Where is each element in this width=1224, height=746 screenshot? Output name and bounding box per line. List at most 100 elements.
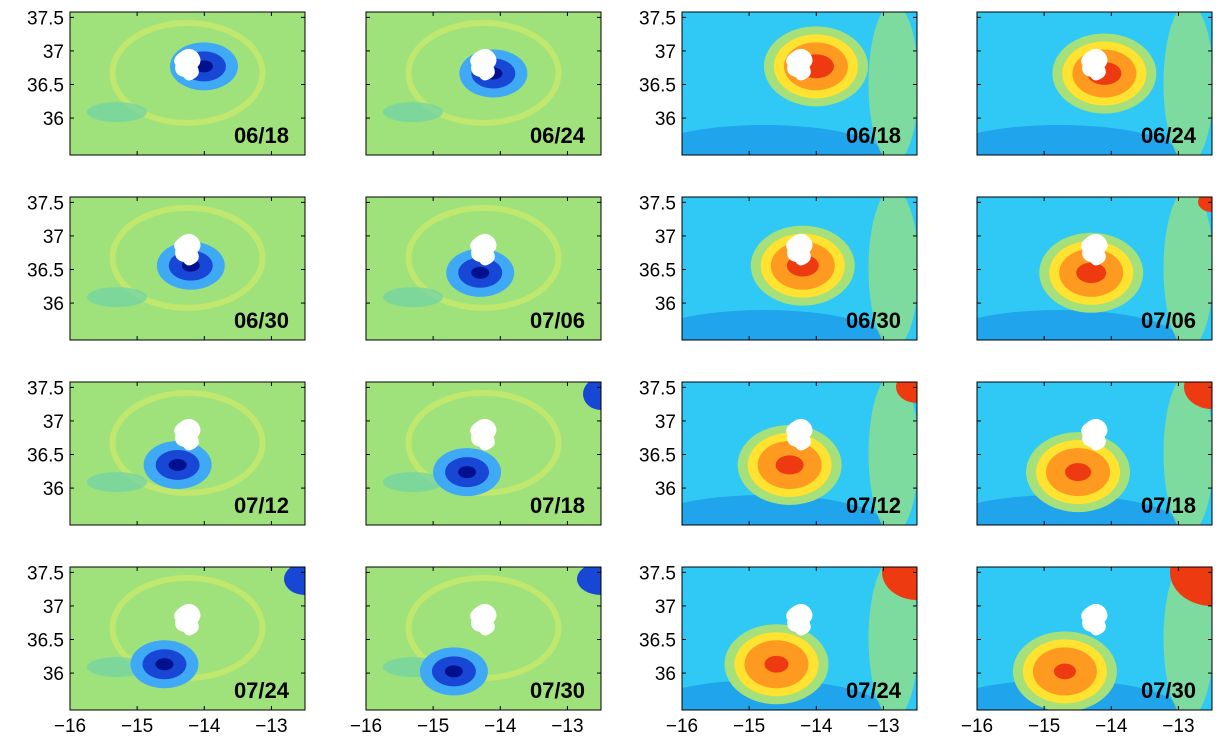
panel: 36 36.5 37 37.5 06/30 xyxy=(639,189,918,371)
panel: 06/24 xyxy=(366,12,601,155)
eddy-core xyxy=(776,455,804,474)
field xyxy=(366,563,625,710)
y-tick-label: 37.5 xyxy=(639,193,676,214)
date-label: 06/24 xyxy=(530,123,586,148)
x-tick-label: −14 xyxy=(484,716,517,737)
date-label: 07/30 xyxy=(1141,678,1196,703)
eddy-core xyxy=(169,459,187,471)
date-label: 07/18 xyxy=(530,493,585,518)
x-tick-label: −15 xyxy=(417,716,449,737)
date-label: 07/12 xyxy=(234,493,289,518)
panel: 07/18 xyxy=(366,378,619,525)
x-tick-label: −13 xyxy=(1162,716,1194,737)
swirl xyxy=(87,287,147,307)
swirl xyxy=(383,102,443,122)
eddy-core xyxy=(155,658,173,670)
date-label: 07/06 xyxy=(1141,308,1196,333)
panel: −16 −15 −14 −13 36 36.5 37 37.5 07/24 xyxy=(639,544,952,740)
panel: 36 36.5 37 37.5 07/12 xyxy=(27,378,305,525)
y-tick-label: 37.5 xyxy=(639,378,676,399)
swirl xyxy=(87,102,147,122)
x-tick-label: −15 xyxy=(121,716,153,737)
y-tick-label: 37 xyxy=(655,412,676,433)
y-tick-label: 37.5 xyxy=(27,563,64,584)
x-tick-label: −14 xyxy=(188,716,221,737)
field xyxy=(939,365,1224,555)
x-tick-label: −15 xyxy=(1028,716,1060,737)
panel: 07/06 xyxy=(939,189,1224,371)
x-tick-label: −14 xyxy=(800,716,833,737)
y-tick-label: 36 xyxy=(43,479,64,500)
y-tick-label: 36 xyxy=(43,109,64,130)
panel: 07/18 xyxy=(939,365,1224,555)
x-tick-label: −16 xyxy=(961,716,993,737)
panel: 36 36.5 37 37.5 06/18 xyxy=(639,4,918,186)
field xyxy=(644,189,918,371)
y-tick-label: 36 xyxy=(655,294,676,315)
figure: 36 36.5 37 37.5 06/18 06/24 36 36.5 37 37.5 06/18 0… xyxy=(0,0,1224,746)
date-label: 07/18 xyxy=(1141,493,1196,518)
panel: 07/06 xyxy=(366,197,601,340)
y-tick-label: 36 xyxy=(43,294,64,315)
y-tick-label: 37.5 xyxy=(27,193,64,214)
y-tick-label: 37 xyxy=(43,412,64,433)
y-tick-label: 37.5 xyxy=(639,563,676,584)
panel: 36 36.5 37 37.5 07/12 xyxy=(639,371,938,555)
y-tick-label: 37 xyxy=(655,227,676,248)
date-label: 07/30 xyxy=(530,678,585,703)
field xyxy=(644,544,952,740)
eddy-core xyxy=(1076,263,1106,283)
y-tick-label: 37 xyxy=(655,42,676,63)
x-tick-label: −16 xyxy=(54,716,86,737)
field xyxy=(939,189,1224,371)
x-tick-label: −13 xyxy=(255,716,287,737)
x-tick-label: −13 xyxy=(867,716,899,737)
eddy-core xyxy=(1065,463,1091,481)
swirl xyxy=(87,472,147,492)
swirl xyxy=(383,287,443,307)
eddy-core xyxy=(764,656,788,673)
date-label: 07/24 xyxy=(846,678,902,703)
panel: −16 −15 −14 −13 07/30 xyxy=(939,538,1224,740)
date-label: 06/18 xyxy=(234,123,289,148)
y-tick-label: 36.5 xyxy=(27,446,64,467)
y-tick-label: 37.5 xyxy=(27,378,64,399)
date-label: 07/06 xyxy=(530,308,585,333)
y-tick-label: 36 xyxy=(655,664,676,685)
date-label: 06/24 xyxy=(1141,123,1197,148)
x-tick-label: −16 xyxy=(666,716,698,737)
date-label: 07/12 xyxy=(846,493,901,518)
field xyxy=(644,4,918,186)
x-tick-label: −14 xyxy=(1095,716,1128,737)
eddy-core xyxy=(458,466,476,478)
y-tick-label: 36.5 xyxy=(639,446,676,467)
y-tick-label: 37.5 xyxy=(27,8,64,29)
date-label: 07/24 xyxy=(234,678,290,703)
y-tick-label: 37.5 xyxy=(639,8,676,29)
y-tick-label: 36 xyxy=(655,109,676,130)
y-tick-label: 37 xyxy=(655,597,676,618)
x-tick-label: −15 xyxy=(733,716,765,737)
y-tick-label: 36.5 xyxy=(639,76,676,97)
date-label: 06/18 xyxy=(846,123,901,148)
y-tick-label: 36.5 xyxy=(27,76,64,97)
y-tick-label: 36 xyxy=(655,479,676,500)
eddy-core xyxy=(445,665,463,677)
field xyxy=(939,4,1213,186)
y-tick-label: 36.5 xyxy=(639,261,676,282)
date-label: 06/30 xyxy=(234,308,289,333)
y-tick-label: 36.5 xyxy=(639,631,676,652)
eddy-core xyxy=(1054,664,1076,680)
field xyxy=(644,371,938,555)
y-tick-label: 36.5 xyxy=(27,261,64,282)
x-tick-label: −13 xyxy=(551,716,583,737)
y-tick-label: 36.5 xyxy=(27,631,64,652)
date-label: 06/30 xyxy=(846,308,901,333)
y-tick-label: 36 xyxy=(43,664,64,685)
eddy-core xyxy=(471,267,489,279)
y-tick-label: 37 xyxy=(43,597,64,618)
panel: −16 −15 −14 −13 36 36.5 37 37.5 07/24 xyxy=(27,563,326,737)
